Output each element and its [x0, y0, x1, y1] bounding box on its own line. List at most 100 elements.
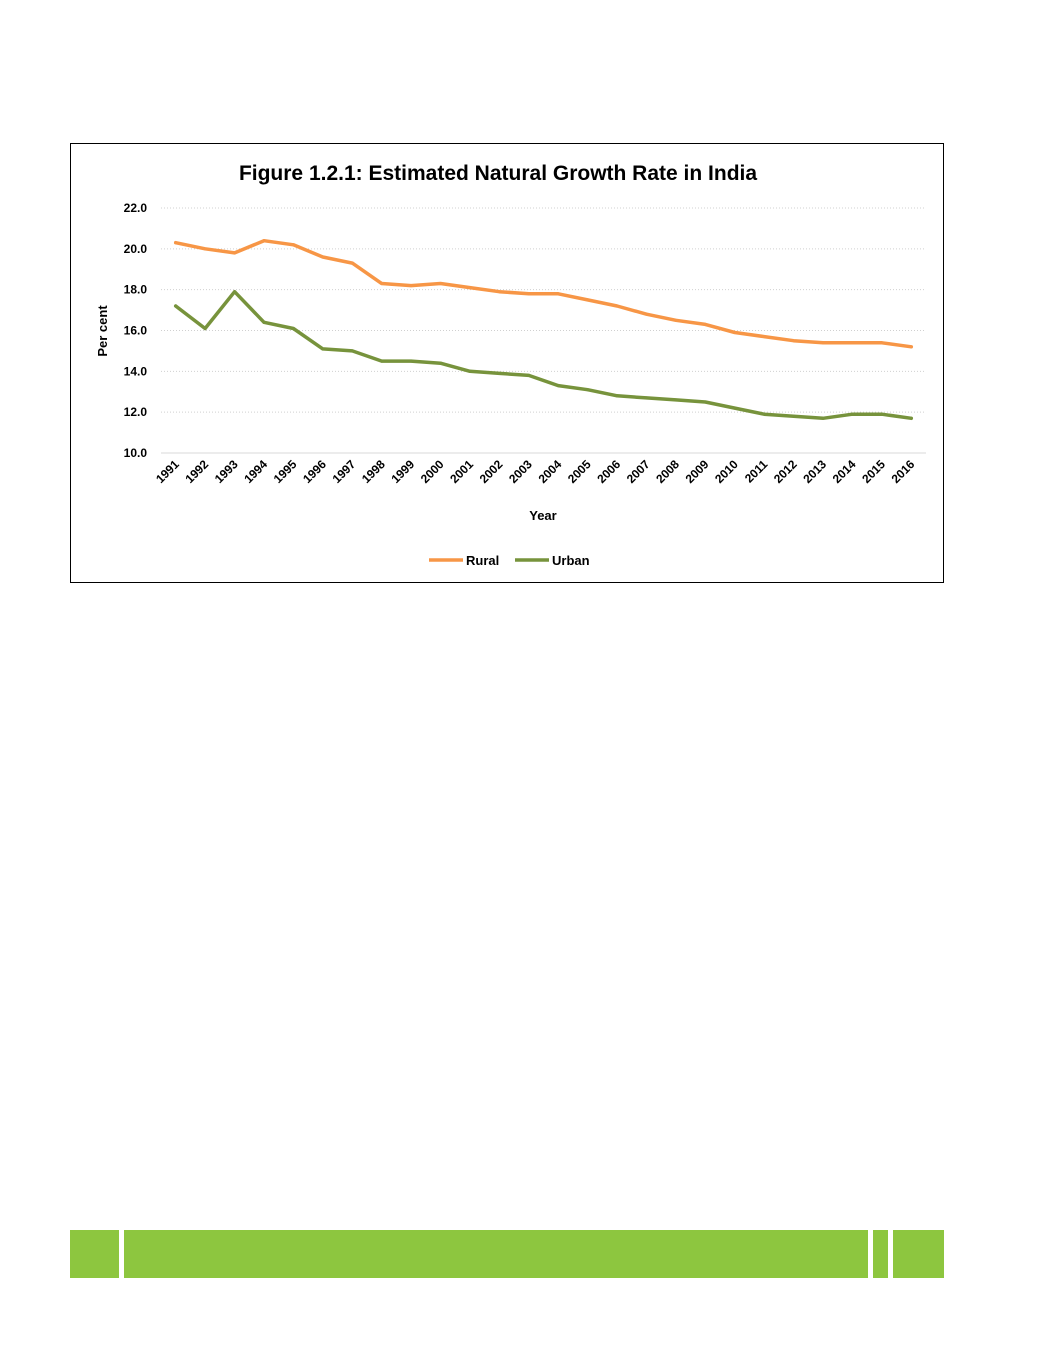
y-axis-label: Per cent — [95, 305, 110, 357]
data-point-rural — [703, 322, 707, 326]
data-point-rural — [350, 261, 354, 265]
data-point-urban — [703, 400, 707, 404]
data-point-rural — [380, 282, 384, 286]
grid-lines — [161, 207, 926, 454]
data-point-rural — [615, 304, 619, 308]
series-lines — [173, 238, 914, 421]
data-point-urban — [733, 406, 737, 410]
chart-container: Figure 1.2.1: Estimated Natural Growth R… — [70, 143, 944, 583]
x-tick-label: 2006 — [594, 457, 623, 486]
line-chart: Figure 1.2.1: Estimated Natural Growth R… — [95, 162, 926, 568]
legend-label-urban: Urban — [552, 553, 590, 568]
footer-band-right — [893, 1230, 944, 1278]
series-line-rural — [173, 238, 914, 349]
data-point-rural — [821, 341, 825, 345]
x-tick-label: 2000 — [418, 457, 447, 486]
data-point-rural — [439, 282, 443, 286]
data-point-urban — [468, 369, 472, 373]
data-point-rural — [409, 284, 413, 288]
x-tick-label: 1996 — [300, 457, 329, 486]
data-point-rural — [674, 318, 678, 322]
x-axis-ticks: 1991 1992 1993 1994 1995 1996 1997 1998 1999 2000… — [153, 457, 918, 486]
data-point-rural — [850, 341, 854, 345]
data-point-urban — [615, 394, 619, 398]
y-tick-label: 18.0 — [124, 283, 148, 297]
x-tick-label: 2004 — [536, 457, 565, 486]
x-tick-label: 2009 — [683, 457, 712, 486]
x-tick-label: 2013 — [800, 457, 829, 486]
legend-label-rural: Rural — [466, 553, 499, 568]
x-tick-label: 1994 — [241, 457, 270, 486]
x-tick-label: 2011 — [742, 457, 771, 486]
data-point-rural — [321, 255, 325, 259]
data-point-urban — [909, 416, 913, 420]
data-point-rural — [174, 241, 178, 245]
data-point-urban — [586, 388, 590, 392]
x-tick-label: 1995 — [271, 457, 300, 486]
data-point-rural — [291, 243, 295, 247]
y-tick-label: 14.0 — [124, 364, 148, 378]
y-tick-label: 22.0 — [124, 201, 148, 215]
data-point-rural — [556, 292, 560, 296]
footer-band-main — [124, 1230, 868, 1278]
footer-band-small — [873, 1230, 888, 1278]
x-tick-label: 2014 — [830, 457, 859, 486]
data-point-urban — [203, 326, 207, 330]
data-point-rural — [233, 251, 237, 255]
data-point-rural — [880, 341, 884, 345]
data-point-rural — [527, 292, 531, 296]
data-point-urban — [644, 396, 648, 400]
x-axis-label: Year — [529, 508, 556, 523]
data-point-rural — [203, 247, 207, 251]
data-point-urban — [527, 373, 531, 377]
data-point-urban — [233, 290, 237, 294]
x-tick-label: 2016 — [889, 457, 918, 486]
x-tick-label: 1997 — [330, 457, 359, 486]
y-tick-label: 10.0 — [124, 446, 148, 460]
data-point-urban — [291, 326, 295, 330]
data-point-urban — [262, 320, 266, 324]
footer-band-left — [70, 1230, 119, 1278]
data-point-rural — [792, 339, 796, 343]
data-point-urban — [821, 416, 825, 420]
data-point-rural — [497, 290, 501, 294]
x-tick-label: 2005 — [565, 457, 594, 486]
data-point-urban — [880, 412, 884, 416]
chart-title: Figure 1.2.1: Estimated Natural Growth R… — [239, 162, 757, 185]
legend: Rural Urban — [429, 553, 590, 568]
x-tick-label: 2003 — [506, 457, 535, 486]
data-point-rural — [262, 239, 266, 243]
x-tick-label: 2015 — [859, 457, 888, 486]
data-point-urban — [321, 347, 325, 351]
data-point-urban — [409, 359, 413, 363]
data-point-urban — [556, 384, 560, 388]
data-point-urban — [850, 412, 854, 416]
x-tick-label: 1992 — [182, 457, 211, 486]
x-tick-label: 1998 — [359, 457, 388, 486]
data-point-urban — [174, 304, 178, 308]
data-point-rural — [644, 312, 648, 316]
data-point-urban — [380, 359, 384, 363]
data-point-urban — [497, 371, 501, 375]
x-tick-label: 2012 — [771, 457, 800, 486]
data-point-urban — [350, 349, 354, 353]
data-point-rural — [762, 335, 766, 339]
y-axis-ticks: 10.0 12.0 14.0 16.0 18.0 20.0 22.0 — [124, 201, 148, 460]
x-tick-label: 2002 — [477, 457, 506, 486]
x-tick-label: 1991 — [153, 457, 182, 486]
x-tick-label: 2007 — [624, 457, 653, 486]
x-tick-label: 2010 — [712, 457, 741, 486]
x-tick-label: 1999 — [388, 457, 417, 486]
y-tick-label: 12.0 — [124, 405, 148, 419]
data-point-urban — [674, 398, 678, 402]
data-point-urban — [762, 412, 766, 416]
y-tick-label: 16.0 — [124, 324, 148, 338]
x-tick-label: 2001 — [447, 457, 476, 486]
data-point-rural — [909, 345, 913, 349]
x-tick-label: 2008 — [653, 457, 682, 486]
y-tick-label: 20.0 — [124, 242, 148, 256]
data-point-rural — [586, 298, 590, 302]
data-point-urban — [439, 361, 443, 365]
data-point-urban — [792, 414, 796, 418]
data-point-rural — [733, 331, 737, 335]
